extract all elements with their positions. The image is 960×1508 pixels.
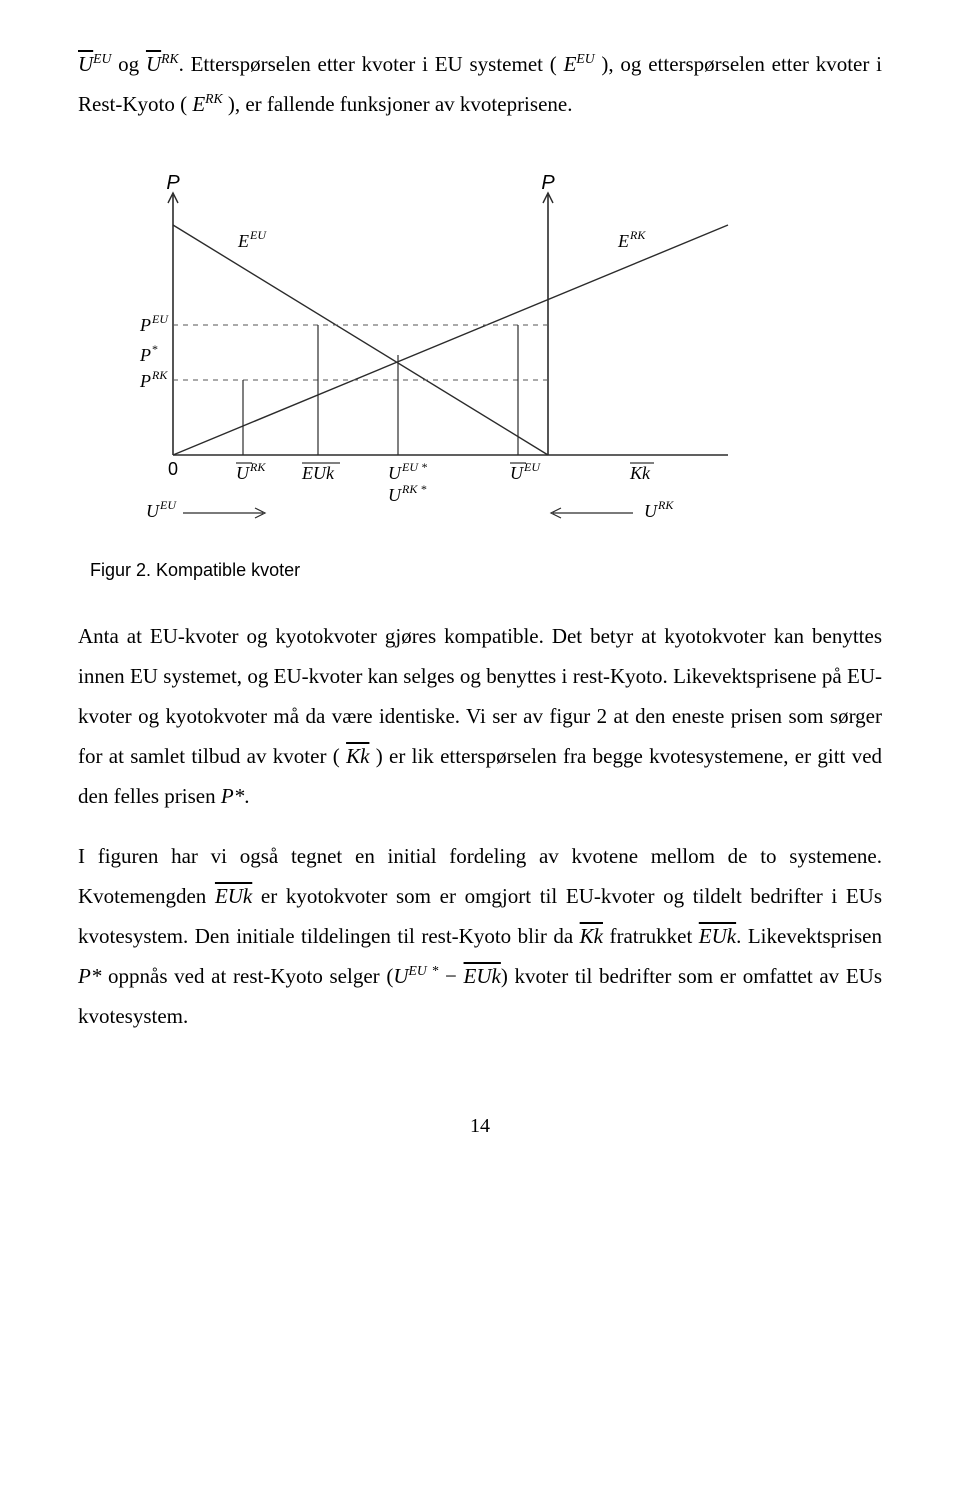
sup-eu: EU xyxy=(576,51,594,66)
svg-text:RK: RK xyxy=(151,368,168,382)
figure-caption: Figur 2. Kompatible kvoter xyxy=(90,553,882,587)
svg-text:U: U xyxy=(644,501,658,521)
sym-ubar-rk: U xyxy=(146,52,161,76)
sym-pstar: P* xyxy=(221,784,244,808)
sup-eu: EU xyxy=(93,51,111,66)
sup-eu-star: EU * xyxy=(409,963,439,978)
svg-text:U: U xyxy=(388,485,402,505)
svg-text:U: U xyxy=(236,463,250,483)
figure-2: P P E EU E RK P EU P * P RK 0 U RK EUk xyxy=(78,165,882,587)
sym-euk: EUk xyxy=(215,884,252,908)
text: . Likevektsprisen xyxy=(736,924,882,948)
svg-text:EU: EU xyxy=(523,460,541,474)
sup-rk: RK xyxy=(205,91,222,106)
svg-text:*: * xyxy=(152,342,158,356)
sym-e-eu: E xyxy=(564,52,577,76)
svg-text:EU: EU xyxy=(249,228,267,242)
svg-text:EU *: EU * xyxy=(401,460,427,474)
svg-text:EU: EU xyxy=(159,498,177,512)
paragraph-3: I figuren har vi også tegnet en initial … xyxy=(78,837,882,1036)
svg-text:P: P xyxy=(139,315,151,335)
text: . Etterspørselen etter kvoter i EU syste… xyxy=(179,52,557,76)
svg-text:U: U xyxy=(510,463,524,483)
text: fratrukket xyxy=(609,924,698,948)
page-number: 14 xyxy=(78,1107,882,1145)
svg-text:P: P xyxy=(139,371,151,391)
svg-text:P: P xyxy=(139,345,151,365)
svg-text:E: E xyxy=(617,231,629,251)
svg-text:P: P xyxy=(166,172,180,194)
page: UEU og URK. Etterspørselen etter kvoter … xyxy=(0,0,960,1205)
minus: − xyxy=(438,964,463,988)
figure-svg: P P E EU E RK P EU P * P RK 0 U RK EUk xyxy=(78,165,778,535)
svg-text:RK: RK xyxy=(249,460,266,474)
svg-text:EUk: EUk xyxy=(301,463,335,483)
svg-text:RK: RK xyxy=(657,498,674,512)
text: ), er fallende funksjoner av kvoteprisen… xyxy=(228,92,573,116)
svg-text:0: 0 xyxy=(168,459,178,479)
sym-kk: Kk xyxy=(580,924,603,948)
svg-text:EU: EU xyxy=(151,312,169,326)
text: og xyxy=(118,52,146,76)
svg-text:E: E xyxy=(237,231,249,251)
sym-e-rk: E xyxy=(192,92,205,116)
svg-text:U: U xyxy=(146,501,160,521)
text: oppnås ved at rest-Kyoto selger ( xyxy=(108,964,393,988)
svg-text:Kk: Kk xyxy=(629,463,651,483)
paragraph-1: UEU og URK. Etterspørselen etter kvoter … xyxy=(78,45,882,125)
sym-euk: EUk xyxy=(699,924,736,948)
sym-euk: EUk xyxy=(464,964,501,988)
sym-pstar: P* xyxy=(78,964,101,988)
svg-text:P: P xyxy=(541,172,555,194)
svg-text:RK *: RK * xyxy=(401,482,426,496)
sym-ubar-eu: U xyxy=(78,52,93,76)
text: . xyxy=(244,784,249,808)
sup-rk: RK xyxy=(161,51,178,66)
sym-kk: Kk xyxy=(346,744,369,768)
sym-u-eu-star: U xyxy=(393,964,408,988)
svg-text:RK: RK xyxy=(629,228,646,242)
paragraph-2: Anta at EU-kvoter og kyotokvoter gjøres … xyxy=(78,617,882,816)
svg-text:U: U xyxy=(388,463,402,483)
